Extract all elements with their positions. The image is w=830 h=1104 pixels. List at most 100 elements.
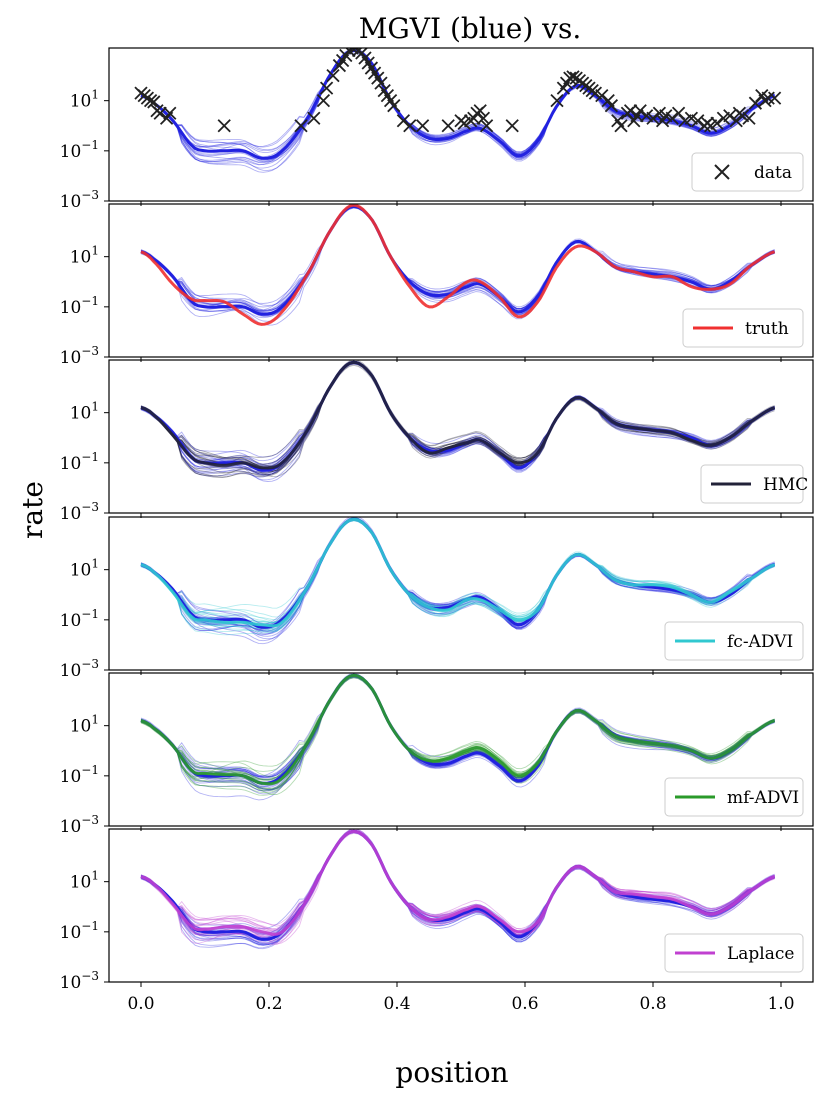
truth-mean-line [140, 204, 776, 326]
hmc-sample-line [140, 361, 775, 474]
x-tick-label: 0.6 [511, 994, 538, 1014]
laplace-mean-line [140, 829, 776, 936]
mgvi-sample-line [140, 52, 775, 163]
hmc-sample-line [140, 360, 775, 478]
y-tick-label: 101 [70, 400, 99, 424]
data-point-marker [143, 94, 158, 108]
data-point-marker [307, 111, 321, 125]
legend-label: HMC [763, 475, 808, 495]
panel-frame [108, 203, 814, 358]
mgvi-sample-line [140, 830, 775, 939]
mgvi-sample-line [140, 205, 775, 313]
mgvi-sample-line [140, 360, 775, 468]
mgvi-sample-line [140, 831, 775, 943]
legend-label: mf-ADVI [727, 788, 799, 808]
y-tick-label: 101 [70, 88, 99, 112]
plot-area [140, 673, 776, 801]
mgvi-sample-line [140, 832, 775, 938]
data-point-marker [326, 68, 340, 83]
data-point-marker [476, 111, 491, 125]
panel-frame [108, 516, 814, 671]
mf_advi-sample-line [140, 673, 775, 796]
y-tick-label: 10−1 [60, 450, 99, 474]
mgvi-sample-line [140, 517, 775, 642]
mgvi-sample-line [140, 362, 775, 471]
mf_advi-mean-line [140, 673, 776, 786]
mgvi-sample-line [140, 518, 775, 632]
legend-label: truth [745, 319, 789, 339]
data-point-marker [550, 94, 564, 108]
legend-box [664, 621, 804, 661]
panel-frame [108, 828, 814, 983]
y-tick-label: 10−1 [60, 607, 99, 631]
fc_advi-mean-line [140, 517, 776, 628]
legend-box [691, 152, 804, 192]
data-point-marker [147, 95, 161, 109]
y-axis-label: rate [16, 481, 49, 539]
mgvi-sample-line [140, 360, 775, 476]
data-point-marker [316, 94, 331, 108]
plot-area [140, 517, 776, 645]
mgvi-sample-line [140, 674, 775, 779]
panel-frame [108, 359, 814, 514]
data-point-marker [767, 91, 782, 105]
mgvi-mean-line [140, 829, 776, 941]
data-point-marker [163, 106, 177, 120]
data-point-marker [761, 91, 775, 105]
data-point-marker [646, 111, 660, 125]
data-point-marker [665, 111, 679, 125]
legend-mf_advi: mf-ADVI [664, 777, 804, 817]
fc_advi-sample-line [140, 517, 775, 630]
panels-group: 10110−110−3data10110−110−3truth10110−110… [60, 47, 814, 1014]
x-tick-label: 1.0 [767, 994, 794, 1014]
legend-box [664, 777, 804, 817]
y-tick-label: 10−3 [60, 657, 99, 681]
y-tick-label: 101 [70, 244, 99, 268]
mf_advi-sample-line [140, 675, 775, 790]
mgvi-sample-line [140, 519, 775, 630]
data-point-marker [710, 116, 724, 130]
laplace-sample-line [140, 830, 775, 940]
panel-frame [108, 672, 814, 827]
legend-marker [714, 164, 730, 180]
hmc-mean-line [140, 360, 776, 470]
y-tick-label: 10−3 [60, 500, 99, 524]
data-point-marker [387, 99, 401, 113]
hmc-sample-line [140, 361, 775, 472]
mgvi-sample-line [140, 831, 775, 939]
y-tick-label: 10−3 [60, 344, 99, 368]
panel-5: 101 10−1 10−3 mf-ADVI [60, 672, 814, 837]
figure-title: MGVI (blue) vs. [359, 12, 582, 45]
legend-box [664, 933, 804, 973]
y-tick-label: 101 [70, 713, 99, 737]
data-point-marker [415, 119, 430, 133]
data-point-marker [403, 119, 417, 133]
mgvi-sample-line [140, 205, 775, 317]
mgvi-sample-line [140, 49, 775, 163]
data-point-marker [374, 76, 388, 90]
mf_advi-sample-line [140, 674, 775, 782]
mf_advi-sample-line [140, 675, 775, 790]
mgvi-sample-line [140, 48, 775, 160]
data-point-marker [396, 114, 411, 128]
plot-area [140, 829, 776, 950]
mgvi-sample-line [140, 205, 775, 315]
data-point-marker [614, 119, 628, 133]
panel-1: 101 10−1 10−3 data [60, 47, 814, 212]
panel-3: 101 10−1 10−3 HMC [60, 359, 814, 524]
mgvi-sample-line [140, 361, 775, 465]
legend-label: fc-ADVI [727, 632, 793, 652]
x-tick-label: 0.4 [383, 994, 410, 1014]
mgvi-sample-line [140, 206, 775, 314]
fc_advi-sample-line [140, 519, 775, 630]
data-point-marker [441, 119, 455, 133]
mgvi-sample-line [140, 675, 775, 781]
panel-4: 101 10−1 10−3 fc-ADVI [60, 516, 814, 681]
legend-label: Laplace [727, 944, 794, 964]
data-point-marker [473, 104, 487, 118]
legend-laplace: Laplace [664, 933, 804, 973]
plot-area [134, 48, 782, 173]
mgvi-sample-line [140, 49, 775, 157]
mgvi-sample-line [140, 51, 775, 169]
